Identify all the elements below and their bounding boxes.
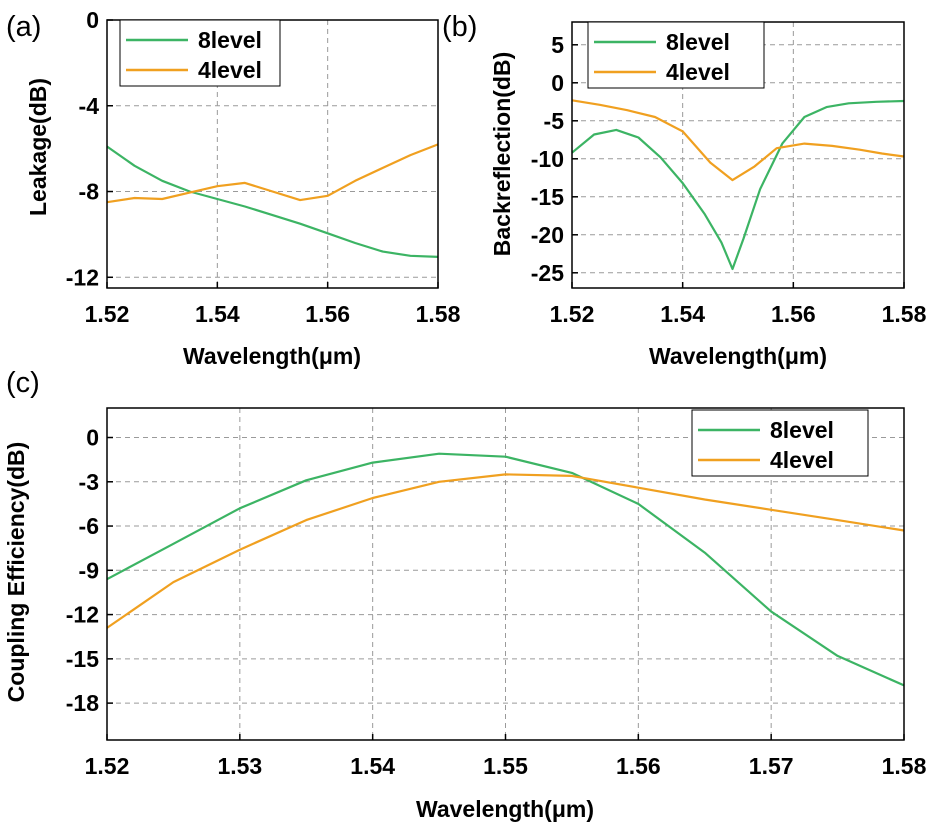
panel-c-legend: 8level 4level bbox=[691, 409, 869, 477]
panel-c-x-axis-label: Wavelength(μm) bbox=[416, 796, 594, 822]
panel-a-legend-box bbox=[119, 19, 281, 87]
panel-b-y-tick-label: -20 bbox=[531, 222, 564, 248]
panel-c-series-line-4level bbox=[106, 473, 905, 629]
panel-b-y-tick-label: -15 bbox=[531, 184, 564, 210]
panel-c-y-tick-label: -6 bbox=[79, 513, 99, 539]
panel-c-coupling-efficiency-chart: 1.52 1.53 1.54 1.55 1.56 1.57 1.58 0 -3 -6 -9 -12 -1… bbox=[3, 407, 927, 822]
panel-c-x-tick-label: 1.57 bbox=[749, 753, 794, 779]
panel-c-legend-label-4level: 4level bbox=[770, 447, 834, 473]
panel-b-y-tick-label: -10 bbox=[531, 146, 564, 172]
panel-c-ticks: 1.52 1.53 1.54 1.55 1.56 1.57 1.58 0 -3 -6 -9 -12 -1… bbox=[66, 425, 927, 779]
panel-b-tag: (b) bbox=[442, 11, 477, 43]
panel-c-tag: (c) bbox=[6, 367, 40, 399]
panel-a-y-axis-label: Leakage(dB) bbox=[25, 78, 51, 216]
panel-c-series bbox=[106, 452, 905, 687]
panel-b-y-tick-label: -5 bbox=[544, 108, 565, 134]
panel-b-x-tick-label: 1.56 bbox=[771, 301, 816, 327]
panel-a-ticks: 1.52 1.54 1.56 1.58 0 -4 -8 -12 bbox=[66, 7, 461, 327]
panel-a-y-tick-label: -4 bbox=[79, 93, 100, 119]
panel-c-y-tick-label: -12 bbox=[66, 602, 99, 628]
panel-c-legend-box bbox=[691, 409, 869, 477]
panel-a-y-tick-label: -12 bbox=[66, 264, 99, 290]
panel-b-y-axis-label: Backreflection(dB) bbox=[489, 52, 515, 256]
panel-b-x-tick-label: 1.52 bbox=[550, 301, 595, 327]
panel-a-x-tick-label: 1.56 bbox=[305, 301, 350, 327]
panel-b-series bbox=[571, 99, 905, 271]
panel-c-x-tick-label: 1.55 bbox=[483, 753, 528, 779]
panel-a-y-tick-label: -8 bbox=[79, 179, 100, 205]
panel-a-series bbox=[106, 143, 439, 258]
panel-a-x-axis-label: Wavelength(μm) bbox=[183, 343, 361, 369]
panel-c-x-tick-label: 1.53 bbox=[217, 753, 262, 779]
panel-b-y-tick-label: 0 bbox=[551, 70, 564, 96]
panel-c-y-tick-label: -18 bbox=[66, 690, 99, 716]
panel-c-x-tick-label: 1.56 bbox=[616, 753, 661, 779]
panel-b-legend-label-4level: 4level bbox=[666, 59, 730, 85]
panel-c-y-axis-label: Coupling Efficiency(dB) bbox=[3, 442, 29, 703]
panel-a-legend-label-8level: 8level bbox=[198, 27, 262, 53]
panel-b-ticks: 1.52 1.54 1.56 1.58 5 0 -5 -10 -15 -20 -25 bbox=[531, 32, 927, 327]
panel-a-leakage-chart: 1.52 1.54 1.56 1.58 0 -4 -8 -12 8level 4level Wa… bbox=[25, 7, 461, 369]
panel-a-tag: (a) bbox=[6, 11, 41, 43]
panel-c-legend-label-8level: 8level bbox=[770, 417, 834, 443]
panel-b-legend: 8level 4level bbox=[587, 21, 765, 89]
panel-a-legend-label-4level: 4level bbox=[198, 57, 262, 83]
panel-b-series-line-4level bbox=[571, 99, 905, 182]
panel-b-x-tick-label: 1.58 bbox=[882, 301, 927, 327]
panel-b-x-axis-label: Wavelength(μm) bbox=[649, 343, 827, 369]
panel-b-backreflection-chart: 1.52 1.54 1.56 1.58 5 0 -5 -10 -15 -20 -25 8level 4… bbox=[489, 21, 927, 369]
panel-a-series-line-4level bbox=[106, 143, 439, 204]
panel-c-y-tick-label: -9 bbox=[79, 557, 99, 583]
panel-c-x-tick-label: 1.54 bbox=[350, 753, 395, 779]
panel-b-y-tick-label: -25 bbox=[531, 260, 564, 286]
panel-c-y-tick-label: -15 bbox=[66, 646, 99, 672]
panel-b-legend-label-8level: 8level bbox=[666, 29, 730, 55]
panel-c-y-tick-label: -3 bbox=[79, 469, 99, 495]
panel-a-x-tick-label: 1.54 bbox=[195, 301, 240, 327]
panel-a-y-tick-label: 0 bbox=[86, 7, 99, 33]
panel-b-series-line-8level bbox=[571, 99, 905, 271]
panel-c-series-line-8level bbox=[106, 452, 905, 687]
panel-c-x-tick-label: 1.52 bbox=[85, 753, 130, 779]
panel-b-y-tick-label: 5 bbox=[551, 32, 564, 58]
panel-b-legend-box bbox=[587, 21, 765, 89]
panel-c-y-tick-label: 0 bbox=[86, 425, 99, 451]
panel-b-x-tick-label: 1.54 bbox=[660, 301, 705, 327]
panel-a-x-tick-label: 1.58 bbox=[416, 301, 461, 327]
panel-c-x-tick-label: 1.58 bbox=[882, 753, 927, 779]
panel-a-x-tick-label: 1.52 bbox=[85, 301, 130, 327]
panel-a-series-line-8level bbox=[106, 145, 439, 258]
panel-a-legend: 8level 4level bbox=[119, 19, 281, 87]
